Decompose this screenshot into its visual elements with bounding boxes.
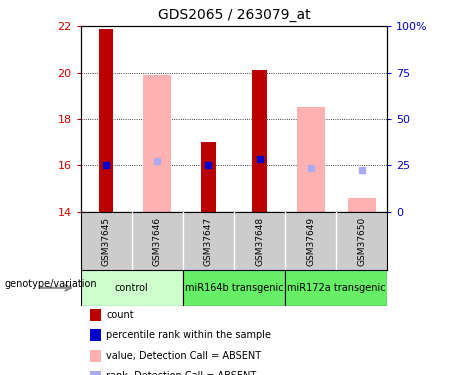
Bar [296,108,325,212]
Text: GSM37650: GSM37650 [357,216,366,266]
Text: miR172a transgenic: miR172a transgenic [287,283,385,293]
Bar [183,270,285,306]
Text: GSM37645: GSM37645 [102,216,111,266]
Bar [99,28,113,212]
Text: miR164b transgenic: miR164b transgenic [185,283,283,293]
Text: GSM37647: GSM37647 [204,216,213,266]
Bar [348,198,376,212]
Text: genotype/variation: genotype/variation [5,279,97,289]
Text: rank, Detection Call = ABSENT: rank, Detection Call = ABSENT [106,372,256,375]
Bar [143,75,171,212]
Bar [201,142,216,212]
Text: control: control [115,283,148,293]
Text: GSM37646: GSM37646 [153,216,162,266]
Bar [81,270,183,306]
Text: GSM37649: GSM37649 [306,216,315,266]
Text: GSM37648: GSM37648 [255,216,264,266]
Bar [252,70,266,212]
Bar [285,270,387,306]
Text: percentile rank within the sample: percentile rank within the sample [106,330,271,340]
Title: GDS2065 / 263079_at: GDS2065 / 263079_at [158,9,310,22]
Text: value, Detection Call = ABSENT: value, Detection Call = ABSENT [106,351,261,361]
Text: count: count [106,310,134,320]
